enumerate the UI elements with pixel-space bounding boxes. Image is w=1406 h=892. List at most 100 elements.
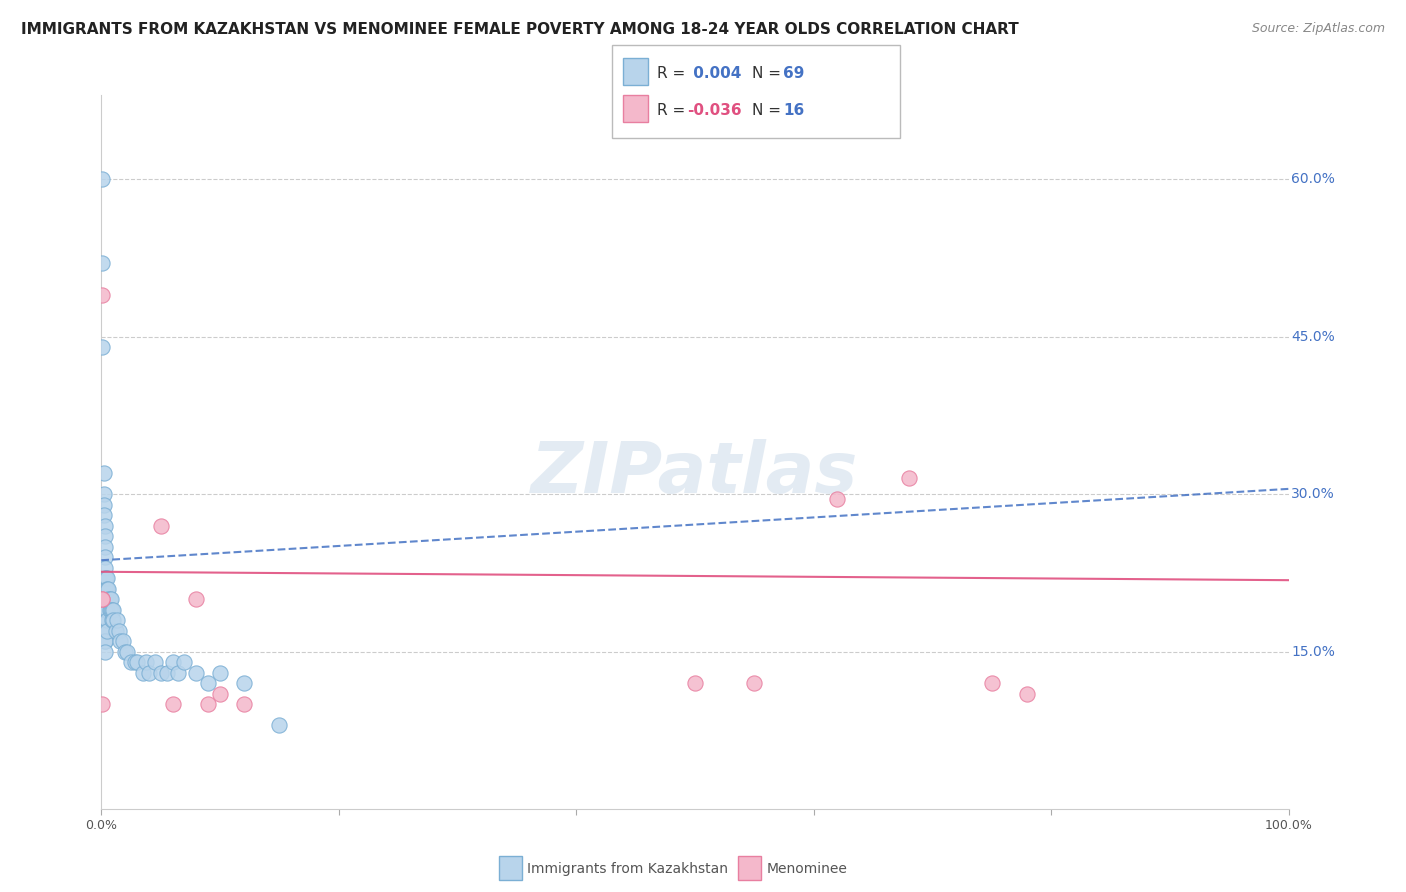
Point <box>104 624 127 638</box>
Text: Immigrants from Kazakhstan: Immigrants from Kazakhstan <box>527 862 728 876</box>
Point <box>94 571 117 585</box>
Point <box>94 592 117 607</box>
Point <box>1017 687 1039 701</box>
Text: IMMIGRANTS FROM KAZAKHSTAN VS MENOMINEE FEMALE POVERTY AMONG 18-24 YEAR OLDS COR: IMMIGRANTS FROM KAZAKHSTAN VS MENOMINEE … <box>21 22 1019 37</box>
Point <box>91 697 114 711</box>
Point <box>94 582 117 596</box>
Point <box>94 592 117 607</box>
Point <box>197 676 219 690</box>
Point <box>101 602 124 616</box>
Point <box>93 498 115 512</box>
Point <box>100 592 122 607</box>
Point <box>232 676 254 690</box>
Point <box>94 624 117 638</box>
Point <box>897 471 920 485</box>
Text: ZIPatlas: ZIPatlas <box>531 439 859 508</box>
Text: Source: ZipAtlas.com: Source: ZipAtlas.com <box>1251 22 1385 36</box>
Point <box>94 602 117 616</box>
Point <box>94 540 117 554</box>
Point <box>167 665 190 680</box>
Point <box>138 665 160 680</box>
Point <box>94 602 117 616</box>
Point <box>93 466 115 480</box>
Text: 16: 16 <box>783 103 804 118</box>
Point <box>94 634 117 648</box>
Point <box>94 634 117 648</box>
Point <box>96 602 118 616</box>
Point <box>105 613 128 627</box>
Point <box>94 550 117 565</box>
Point <box>162 655 184 669</box>
Point <box>94 571 117 585</box>
Point <box>149 665 172 680</box>
Point <box>149 518 172 533</box>
Point <box>108 624 131 638</box>
Point <box>91 592 114 607</box>
Point <box>980 676 1002 690</box>
Text: 30.0%: 30.0% <box>1291 487 1334 501</box>
Point <box>94 518 117 533</box>
Point <box>110 634 132 648</box>
Point <box>120 655 142 669</box>
Text: 60.0%: 60.0% <box>1291 172 1334 186</box>
Point <box>186 665 208 680</box>
Point <box>94 613 117 627</box>
Point <box>827 492 849 507</box>
Point <box>96 613 118 627</box>
Text: R =: R = <box>657 66 690 80</box>
Point <box>155 665 177 680</box>
Point <box>132 665 155 680</box>
Point <box>124 655 146 669</box>
Point <box>98 592 121 607</box>
Point <box>143 655 166 669</box>
Text: R =: R = <box>657 103 690 118</box>
Point <box>94 644 117 658</box>
Point <box>162 697 184 711</box>
Point <box>744 676 766 690</box>
Point <box>98 602 121 616</box>
Point <box>186 592 208 607</box>
Point <box>91 592 114 607</box>
Point <box>94 560 117 574</box>
Point <box>91 287 114 301</box>
Point <box>197 697 219 711</box>
Point <box>96 624 118 638</box>
Point <box>209 687 232 701</box>
Point <box>209 665 232 680</box>
Text: N =: N = <box>752 66 786 80</box>
Text: 45.0%: 45.0% <box>1291 330 1334 343</box>
Point <box>94 613 117 627</box>
Point <box>91 340 114 354</box>
Point <box>93 508 115 522</box>
Point <box>101 602 124 616</box>
Point <box>135 655 157 669</box>
Point <box>100 602 122 616</box>
Text: -0.036: -0.036 <box>688 103 742 118</box>
Text: 69: 69 <box>783 66 804 80</box>
Point <box>96 571 118 585</box>
Point <box>101 613 124 627</box>
Point <box>94 592 117 607</box>
Point <box>96 582 118 596</box>
Point <box>97 592 120 607</box>
Point <box>101 613 124 627</box>
Point <box>117 644 139 658</box>
Text: Menominee: Menominee <box>766 862 848 876</box>
Point <box>114 644 136 658</box>
Point <box>683 676 706 690</box>
Point <box>94 602 117 616</box>
Point <box>269 718 291 732</box>
Point <box>94 529 117 543</box>
Point <box>125 655 148 669</box>
Text: 15.0%: 15.0% <box>1291 645 1334 658</box>
Point <box>91 256 114 270</box>
Point <box>91 172 114 186</box>
Text: N =: N = <box>752 103 786 118</box>
Point <box>232 697 254 711</box>
Point <box>93 487 115 501</box>
Point <box>94 624 117 638</box>
Point <box>97 582 120 596</box>
Point <box>94 582 117 596</box>
Point <box>173 655 195 669</box>
Point <box>96 592 118 607</box>
